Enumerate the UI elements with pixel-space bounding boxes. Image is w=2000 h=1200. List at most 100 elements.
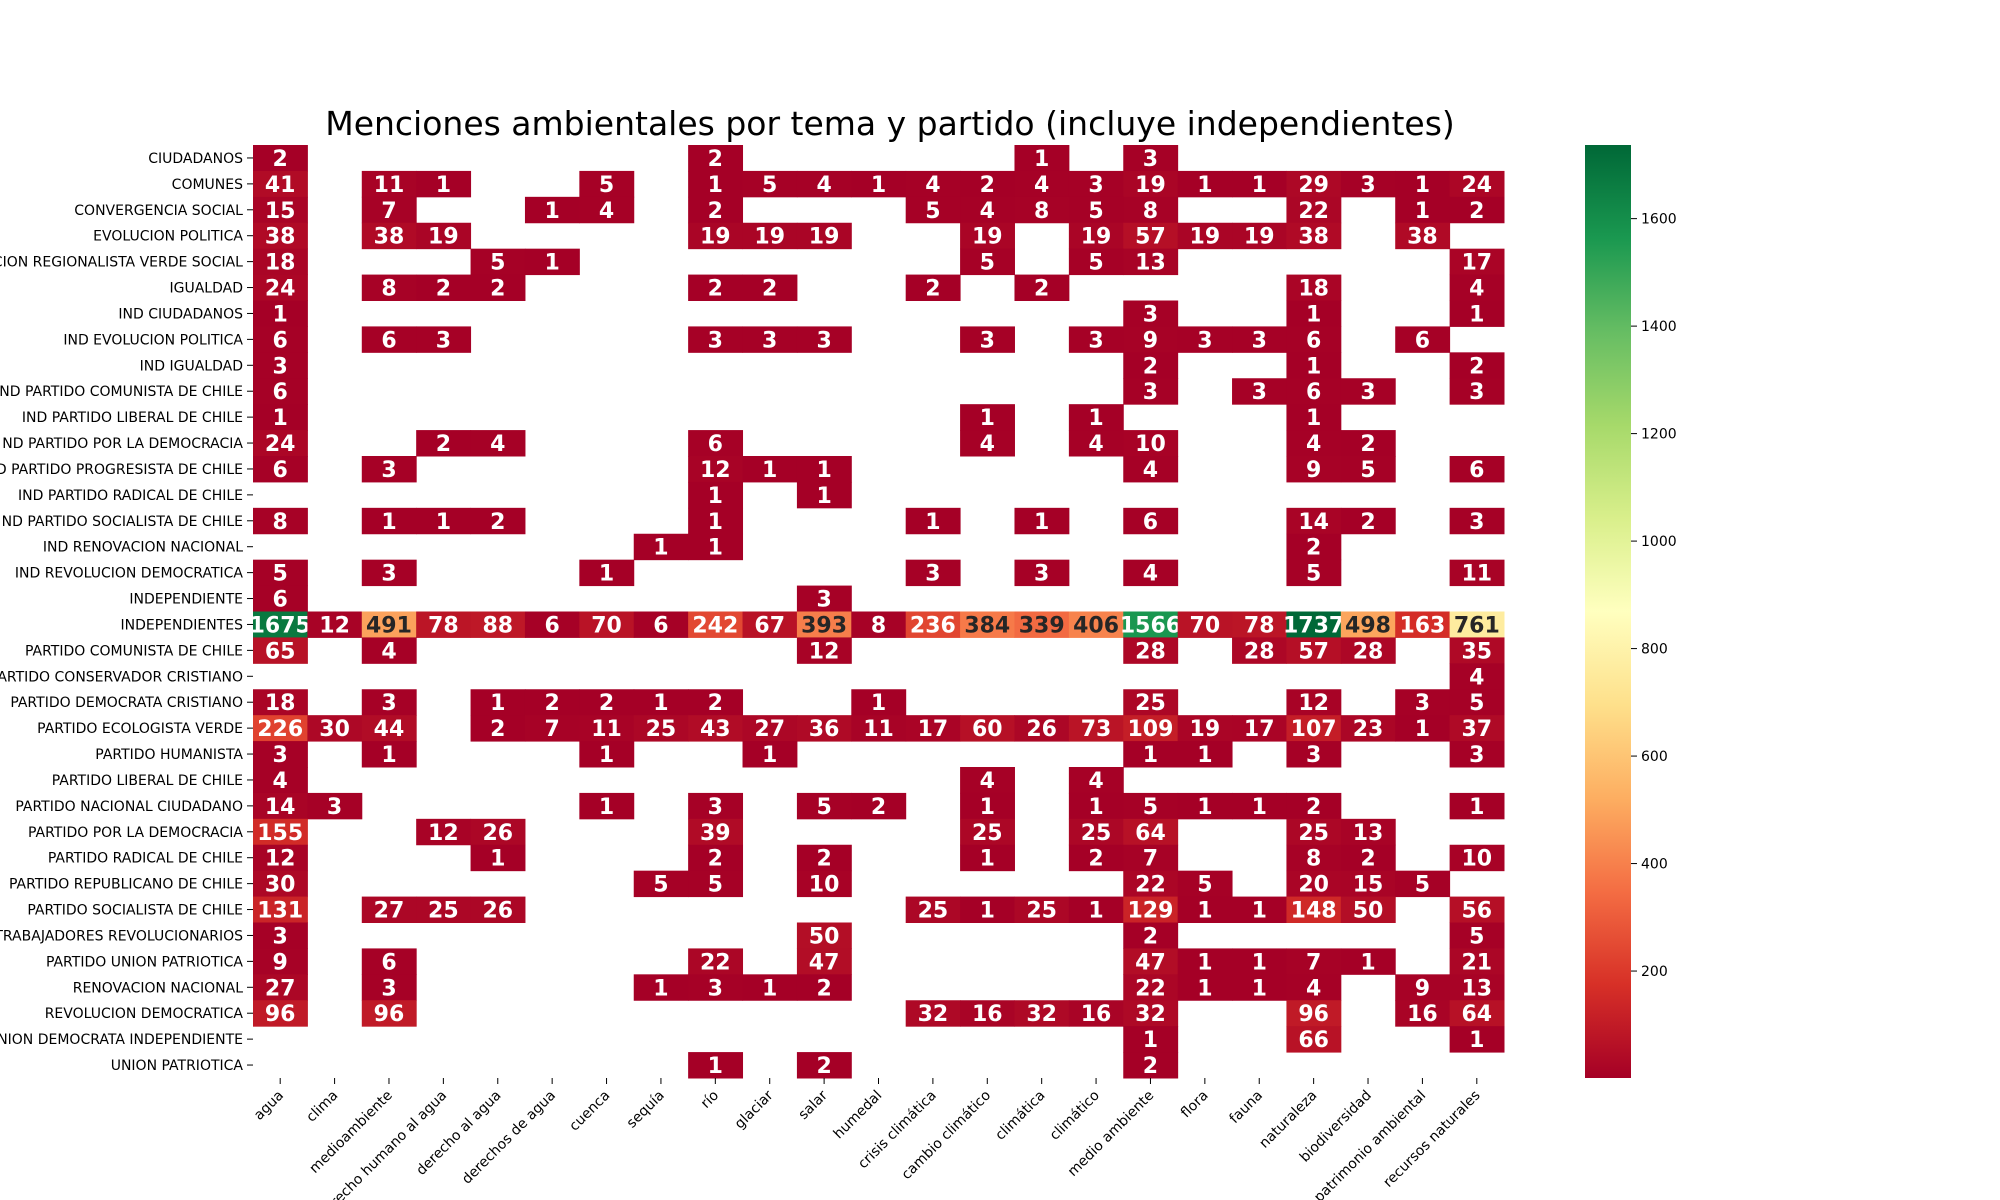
heatmap-cell [1177, 715, 1233, 742]
row-label: INDEPENDIENTE [129, 592, 243, 608]
cell-value-label: 56 [1461, 899, 1492, 924]
row-label: PARTIDO HUMANISTA [95, 747, 243, 763]
heatmap-cell [1286, 818, 1342, 846]
heatmap-cell [960, 196, 1015, 224]
heatmap-cell [1286, 456, 1342, 483]
cell-value-label: 2 [436, 432, 451, 457]
heatmap-cell [470, 611, 526, 638]
cell-value-label: 22 [1135, 976, 1166, 1001]
cell-value-label: 24 [1461, 173, 1492, 198]
cell-value-label: 148 [1291, 899, 1337, 924]
heatmap-cell [1340, 611, 1396, 638]
heatmap-cell [688, 870, 744, 898]
heatmap-cell [742, 326, 798, 353]
cell-value-label: 60 [972, 717, 1003, 742]
column-label: glaciar [732, 1087, 777, 1132]
heatmap-cell [1286, 274, 1342, 301]
heatmap-cell [1286, 404, 1342, 431]
heatmap-cell [1123, 844, 1179, 872]
cell-value-label: 3 [925, 562, 940, 587]
cell-value-label: 19 [972, 225, 1003, 250]
cell-value-label: 8 [1143, 199, 1158, 224]
cell-value-label: 2 [1143, 354, 1158, 379]
cell-value-label: 1 [1088, 795, 1103, 820]
heatmap-cell [361, 611, 417, 638]
heatmap-cell [524, 715, 580, 742]
cell-value-label: 242 [692, 613, 738, 638]
heatmap-cell [1068, 430, 1124, 457]
heatmap-cell [361, 326, 417, 353]
cell-value-label: 2 [708, 199, 723, 224]
cell-value-label: 6 [653, 613, 668, 638]
heatmap-cell [688, 948, 744, 975]
heatmap-cell [1123, 1000, 1179, 1027]
heatmap-cell [1286, 559, 1342, 587]
cell-value-label: 1 [1415, 199, 1430, 224]
heatmap-cell [1068, 196, 1124, 224]
heatmap-cell [253, 844, 308, 872]
heatmap-cell [579, 170, 635, 198]
cell-value-label: 38 [265, 225, 296, 250]
heatmap-cell [1449, 170, 1505, 198]
cell-value-label: 22 [1135, 873, 1166, 898]
cell-value-label: 30 [319, 717, 350, 742]
column-label: fauna [1227, 1088, 1266, 1127]
cell-value-label: 8 [1034, 199, 1049, 224]
heatmap-cell [1286, 1000, 1342, 1027]
cell-value-label: 1 [1088, 406, 1103, 431]
column-label: flora [1178, 1088, 1212, 1122]
cell-value-label: 3 [1469, 380, 1484, 405]
cell-value-label: 17 [918, 717, 949, 742]
heatmap-cell [1395, 974, 1451, 1001]
heatmap-cell [688, 145, 744, 172]
row-label: INDEPENDIENTES [121, 617, 244, 633]
heatmap-cell [1286, 196, 1342, 224]
heatmap-cell [253, 274, 308, 301]
row-label: CIUDADANOS [148, 151, 243, 167]
cell-value-label: 11 [374, 173, 405, 198]
heatmap-cell [1395, 715, 1451, 742]
heatmap-cell [470, 507, 526, 535]
colorbar-tick-label: 1000 [1641, 534, 1677, 550]
heatmap-cell [1177, 870, 1233, 898]
heatmap-cell [1449, 637, 1505, 664]
heatmap-cell [960, 715, 1015, 742]
cell-value-label: 9 [1415, 976, 1430, 1001]
cell-value-label: 1 [1197, 743, 1212, 768]
cell-value-label: 19 [1190, 717, 1221, 742]
heatmap-cell [688, 430, 744, 457]
cell-value-label: 78 [428, 613, 459, 638]
cell-value-label: 1 [1252, 173, 1267, 198]
cell-value-label: 65 [265, 639, 296, 664]
cell-value-label: 3 [708, 328, 723, 353]
heatmap-cell [688, 507, 744, 535]
heatmap-cell [253, 922, 308, 949]
heatmap-cell [1177, 611, 1233, 638]
cell-value-label: 38 [1298, 225, 1329, 250]
row-label: IND RENOVACION NACIONAL [43, 540, 243, 556]
cell-value-label: 26 [482, 821, 513, 846]
cell-value-label: 4 [1469, 665, 1484, 690]
cell-value-label: 5 [762, 173, 777, 198]
heatmap-cell [470, 248, 526, 276]
heatmap-cell [1123, 300, 1179, 327]
heatmap-cell [1286, 352, 1342, 379]
heatmap-cell [416, 326, 472, 353]
heatmap-cell [1286, 170, 1342, 198]
heatmap-cell [1286, 741, 1342, 768]
heatmap-cell [1340, 430, 1396, 457]
cell-value-label: 3 [1088, 173, 1103, 198]
cell-value-label: 20 [1298, 873, 1329, 898]
heatmap-cell [1286, 507, 1342, 535]
heatmap-cell [960, 248, 1015, 276]
heatmap-cell [1286, 378, 1342, 405]
cell-value-label: 3 [1306, 743, 1321, 768]
cell-value-label: 9 [1143, 328, 1158, 353]
cell-value-label: 19 [1081, 225, 1112, 250]
heatmap-cell [1068, 896, 1124, 923]
heatmap-cell [1068, 844, 1124, 872]
cell-value-label: 129 [1127, 899, 1173, 924]
cell-value-label: 10 [1461, 847, 1492, 872]
heatmap-cell [1286, 430, 1342, 457]
heatmap-cell [960, 404, 1015, 431]
